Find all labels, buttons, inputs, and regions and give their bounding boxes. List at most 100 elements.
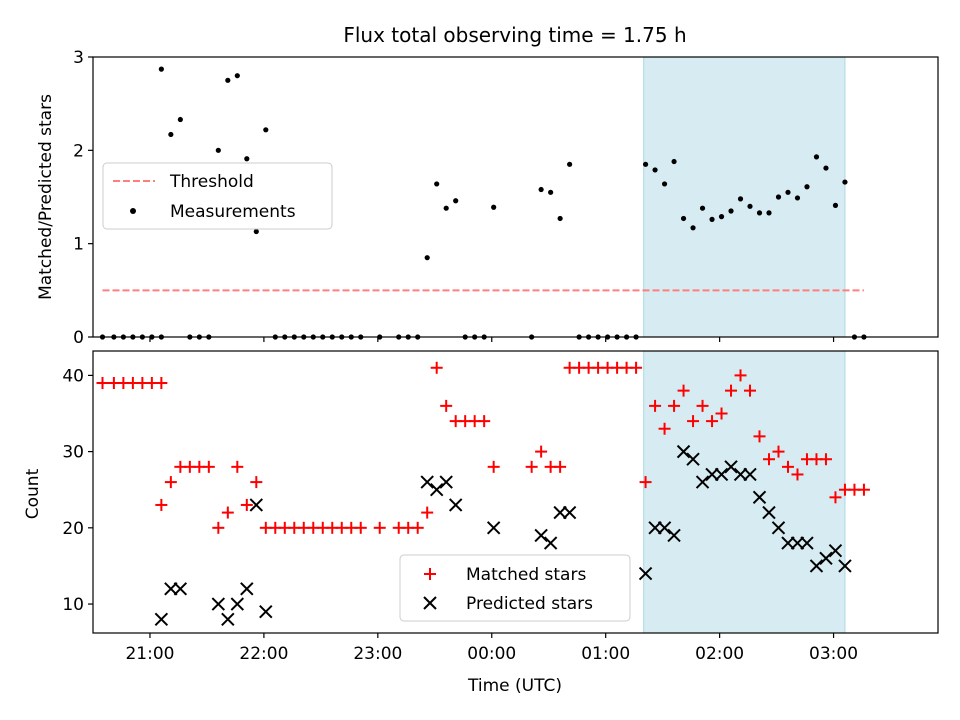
measurement-point (253, 228, 259, 235)
bottom-x-axis: 21:00 22:00 23:00 00:00 01:00 02:00 03:00 (125, 633, 858, 664)
predicted-star-point (686, 452, 700, 466)
measurement-point (557, 215, 563, 222)
predicted-star-point (534, 528, 548, 543)
y-tick-label: 0 (73, 328, 84, 348)
matched-star-point (164, 476, 177, 489)
measurement-point (434, 181, 440, 187)
predicted-star-point (486, 521, 501, 535)
predicted-star-point (771, 521, 786, 535)
x-axis-label: Time (UTC) (467, 676, 562, 696)
y-tick-label: 2 (73, 141, 84, 161)
measurement-point (832, 202, 839, 208)
measurement-point (168, 131, 174, 138)
matched-star-point (155, 498, 168, 511)
predicted-star-point (439, 475, 453, 489)
measurement-point (728, 208, 734, 214)
matched-star-point (781, 460, 794, 473)
measurement-point (177, 116, 183, 123)
measurement-point (794, 195, 801, 201)
top-panel: 0 1 2 3 Matched/Predicted stars Threshold M… (36, 48, 939, 348)
matched-legend-marker (424, 568, 436, 580)
measurement-point (263, 127, 269, 133)
matched-star-point (649, 399, 662, 412)
matched-star-point (687, 415, 700, 428)
y-tick-label: 3 (73, 48, 84, 68)
x-tick-label: 01:00 (581, 644, 630, 664)
matched-star-point (212, 521, 225, 534)
top-marks (99, 66, 867, 340)
predicted-legend-label: Predicted stars (466, 594, 593, 614)
x-tick-label: 03:00 (809, 644, 858, 664)
matched-star-point (763, 453, 775, 466)
predicted-star-point (667, 528, 681, 543)
matched-star-point (715, 407, 728, 420)
measurements-legend-marker (130, 208, 136, 214)
measurement-point (652, 167, 658, 173)
measurement-point (813, 154, 820, 160)
x-tick-label: 23:00 (353, 644, 402, 664)
matched-star-point (677, 384, 690, 397)
y-tick-label: 1 (73, 235, 84, 255)
measurement-point (538, 186, 544, 193)
matched-star-point (421, 506, 434, 519)
predicted-star-point (657, 521, 672, 535)
predicted-star-point (819, 551, 833, 566)
matched-star-point (478, 415, 491, 428)
matched-star-point (829, 491, 842, 504)
bottom-legend: Matched stars Predicted stars (399, 554, 631, 622)
predicted-star-point (800, 536, 814, 550)
matched-star-point (857, 483, 870, 496)
bottom-panel: 10 20 30 40 21:00 22:00 23:00 00:00 01:00 02:00 0… (23, 350, 939, 696)
matched-star-point (155, 377, 168, 390)
predicted-star-point (420, 475, 434, 489)
predicted-star-point (809, 559, 824, 573)
matched-star-point (725, 384, 738, 397)
x-tick-label: 22:00 (239, 644, 288, 664)
bottom-legend-box (399, 554, 631, 622)
predicted-star-point (638, 566, 653, 581)
measurement-point (158, 66, 164, 72)
matched-star-point (535, 445, 548, 458)
measurement-point (718, 214, 725, 220)
predicted-star-point (705, 467, 719, 482)
predicted-star-point (164, 582, 178, 596)
matched-star-point (354, 521, 367, 534)
top-legend: Threshold Measurements (102, 162, 333, 230)
predicted-star-point (752, 490, 767, 505)
predicted-star-point (249, 498, 264, 512)
predicted-star-point (173, 582, 188, 596)
predicted-star-point (230, 597, 245, 611)
predicted-star-point (211, 597, 226, 611)
measurement-point (699, 205, 706, 211)
matched-star-point (744, 384, 757, 397)
top-plot-frame (92, 56, 939, 338)
matched-star-point (373, 521, 386, 534)
measurement-point (244, 156, 250, 162)
bottom-highlight-layer (643, 350, 846, 634)
measurement-point (680, 215, 687, 222)
matched-star-point (639, 476, 652, 489)
matched-star-point (706, 415, 719, 428)
measurement-point (491, 204, 497, 210)
matched-star-point (96, 377, 109, 390)
highlight-region (643, 350, 846, 634)
measurement-point (671, 158, 677, 165)
predicted-star-point (562, 505, 577, 520)
top-highlight-layer (643, 56, 846, 338)
matched-star-point (772, 445, 785, 458)
top-legend-box (102, 162, 333, 230)
bottom-y-axis-label: Count (23, 468, 43, 519)
y-tick-label: 20 (62, 519, 84, 539)
y-tick-label: 10 (62, 595, 84, 615)
matched-star-point (819, 453, 832, 466)
measurement-point (642, 161, 649, 167)
top-y-axis-label: Matched/Predicted stars (36, 94, 56, 300)
measurement-point (823, 165, 829, 171)
x-tick-label: 21:00 (125, 644, 174, 664)
predicted-legend-marker (423, 596, 437, 610)
matched-star-point (250, 476, 263, 489)
measurement-point (661, 181, 668, 187)
measurement-point (453, 198, 459, 204)
matched-star-point (791, 468, 804, 481)
matched-star-point (734, 369, 747, 382)
